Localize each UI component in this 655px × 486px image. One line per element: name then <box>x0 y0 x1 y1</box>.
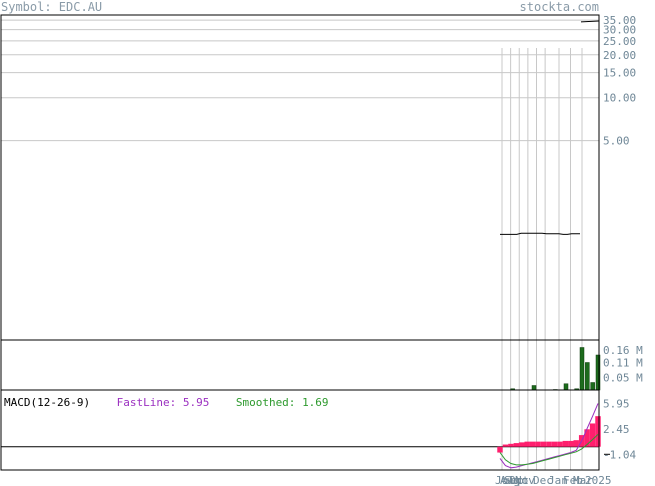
x-tick-label-8: Mar <box>573 474 593 486</box>
price-tick-label-6: 5.00 <box>603 135 630 148</box>
x-tick-label-0: Jul <box>495 474 515 486</box>
macd-hist-bar-14 <box>573 440 579 447</box>
macd-hist-bar-4 <box>519 442 525 447</box>
macd-fast-value: 5.95 <box>182 396 210 409</box>
macd-fast-line <box>499 403 599 469</box>
macd-tick-label-2: -1.04 <box>603 448 636 461</box>
site-label[interactable]: stockta.com <box>519 0 599 14</box>
price-panel-frame <box>0 14 600 341</box>
volume-bar-12 <box>563 383 569 391</box>
macd-panel-frame <box>0 389 600 471</box>
price-tick-label-1: 30.00 <box>603 24 636 37</box>
volume-bar-15 <box>579 347 585 391</box>
macd-hist-bar-16 <box>584 429 590 447</box>
volume-bar-16 <box>585 362 590 391</box>
volume-panel-frame <box>0 339 600 391</box>
price-tick-label-0: 35.00 <box>603 14 636 27</box>
volume-tick-label-0: 0.16 M <box>603 344 643 357</box>
macd-hist-bar-1 <box>502 444 509 447</box>
macd-hist-bar-2 <box>508 443 514 447</box>
x-tick-label-3: Oct <box>509 474 529 486</box>
macd-hist-bar-18 <box>595 416 601 447</box>
price-last-tick <box>580 20 600 23</box>
macd-hist-bar-11 <box>557 441 563 447</box>
macd-legend: MACD(12-26-9) FastLine: 5.95 Smoothed: 1… <box>4 396 329 409</box>
macd-hist-bar-6 <box>529 441 536 447</box>
macd-hist-bar-13 <box>568 440 574 447</box>
macd-hist-bar-5 <box>524 441 530 447</box>
x-tick-label-9: 2025 <box>585 474 612 486</box>
macd-hist-bar-10 <box>551 441 558 447</box>
volume-bar-17 <box>590 382 595 391</box>
macd-hist-bar-3 <box>513 443 520 447</box>
volume-bar-6 <box>531 385 537 391</box>
x-tick-label-2: Sep <box>504 474 524 486</box>
macd-smoothed-value: 1.69 <box>302 396 329 409</box>
price-tick-label-5: 10.00 <box>603 92 636 105</box>
x-tick-label-6: Jan <box>548 474 568 486</box>
macd-smoothed-label: Smoothed: <box>235 396 296 409</box>
macd-tick-label-1: 2.45 <box>603 423 630 436</box>
macd-tick-label-0: 5.95 <box>603 397 630 410</box>
macd-hist-bar-8 <box>540 441 547 447</box>
volume-tick-label-2: 0.05 M <box>603 372 643 385</box>
macd-hist-bar-17 <box>589 423 596 447</box>
price-tick-label-3: 20.00 <box>603 49 636 62</box>
x-tick-label-1: Aug <box>500 474 520 486</box>
symbol-label: Symbol: EDC.AU <box>1 0 103 14</box>
macd-smoothed-line <box>499 434 599 466</box>
macd-hist-bar-9 <box>546 441 552 447</box>
macd-fast-label: FastLine: <box>116 396 177 409</box>
macd-hist-bar-7 <box>535 441 541 447</box>
x-tick-label-5: Dec <box>533 474 553 486</box>
volume-tick-label-1: 0.11 M <box>603 357 643 370</box>
price-line <box>500 232 580 235</box>
macd-hist-bar-12 <box>562 440 569 447</box>
x-tick-label-4: Nov <box>515 474 535 486</box>
x-tick-label-7: Feb <box>563 474 583 486</box>
macd-legend-name: MACD(12-26-9) <box>4 396 91 409</box>
macd-hist-bar-0 <box>497 446 503 453</box>
price-tick-label-4: 15.00 <box>603 67 636 80</box>
price-tick-label-2: 25.00 <box>603 35 636 48</box>
